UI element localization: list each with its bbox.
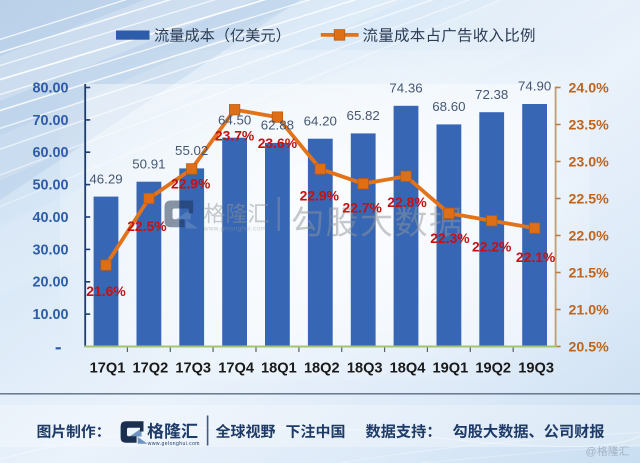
- svg-text:21.0%: 21.0%: [569, 302, 610, 318]
- svg-text:18Q3: 18Q3: [347, 360, 383, 376]
- svg-text:62.88: 62.88: [261, 118, 294, 133]
- svg-text:21.6%: 21.6%: [86, 283, 125, 299]
- svg-text:23.7%: 23.7%: [215, 127, 254, 143]
- svg-text:22.9%: 22.9%: [300, 188, 339, 204]
- svg-text:80.00: 80.00: [32, 80, 68, 96]
- svg-text:22.0%: 22.0%: [569, 228, 610, 244]
- svg-text:64.50: 64.50: [218, 112, 251, 127]
- svg-text:18Q1: 18Q1: [261, 360, 297, 376]
- svg-text:74.36: 74.36: [389, 81, 422, 96]
- svg-text:23.0%: 23.0%: [569, 154, 610, 170]
- svg-text:22.8%: 22.8%: [387, 194, 426, 210]
- svg-text:www.gelonghui.com: www.gelonghui.com: [148, 441, 200, 447]
- svg-text:70.00: 70.00: [32, 113, 68, 129]
- svg-text:21.5%: 21.5%: [569, 265, 610, 281]
- svg-text:22.7%: 22.7%: [343, 199, 382, 215]
- svg-text:30.00: 30.00: [32, 242, 68, 258]
- svg-text:22.1%: 22.1%: [516, 249, 555, 265]
- svg-text:20.5%: 20.5%: [569, 339, 610, 355]
- svg-text:17Q2: 17Q2: [133, 360, 169, 376]
- svg-text:72.38: 72.38: [475, 87, 508, 102]
- svg-text:10.00: 10.00: [32, 307, 68, 323]
- svg-text:55.02: 55.02: [175, 143, 208, 158]
- svg-text:17Q4: 17Q4: [218, 360, 255, 376]
- svg-text:60.00: 60.00: [32, 145, 68, 161]
- svg-text:www.gelonghui.com: www.gelonghui.com: [203, 226, 266, 233]
- svg-text:40.00: 40.00: [32, 210, 68, 226]
- svg-text:18Q4: 18Q4: [390, 360, 427, 376]
- svg-text:22.5%: 22.5%: [127, 218, 166, 234]
- svg-text:46.29: 46.29: [89, 171, 122, 186]
- svg-text:17Q3: 17Q3: [175, 360, 211, 376]
- svg-text:50.91: 50.91: [132, 156, 165, 171]
- svg-text:22.3%: 22.3%: [430, 230, 469, 246]
- svg-text:68.60: 68.60: [432, 99, 465, 114]
- svg-text:20.00: 20.00: [32, 275, 68, 291]
- svg-text:18Q2: 18Q2: [304, 360, 340, 376]
- svg-text:@: @: [586, 446, 597, 458]
- svg-text:19Q1: 19Q1: [433, 360, 469, 376]
- svg-text:22.5%: 22.5%: [569, 191, 610, 207]
- svg-text:17Q1: 17Q1: [90, 360, 126, 376]
- svg-text:50.00: 50.00: [32, 178, 68, 194]
- svg-text:64.20: 64.20: [304, 113, 337, 128]
- svg-text:19Q2: 19Q2: [475, 360, 511, 376]
- svg-text:23.6%: 23.6%: [258, 135, 297, 151]
- svg-text:74.90: 74.90: [518, 79, 551, 94]
- svg-text:22.2%: 22.2%: [472, 238, 511, 254]
- svg-text:19Q3: 19Q3: [518, 360, 554, 376]
- svg-text:65.82: 65.82: [347, 108, 380, 123]
- svg-text:23.5%: 23.5%: [569, 117, 610, 133]
- svg-text:22.9%: 22.9%: [171, 176, 210, 192]
- svg-text:24.0%: 24.0%: [569, 80, 610, 96]
